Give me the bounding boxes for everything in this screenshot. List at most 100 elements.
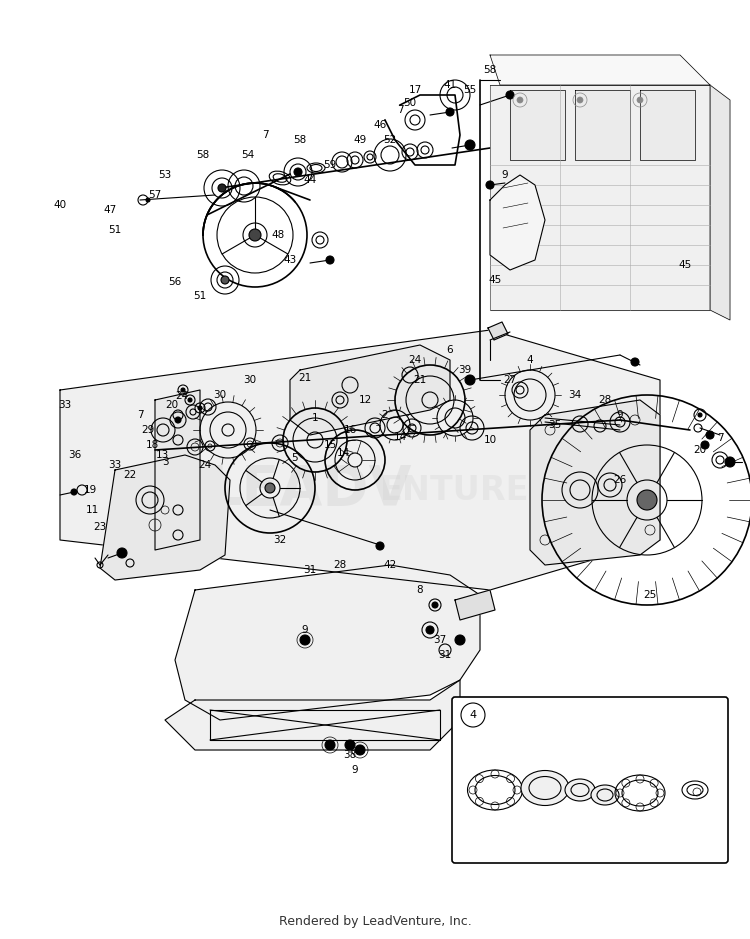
Text: 11: 11 [86, 505, 99, 515]
Polygon shape [490, 85, 710, 310]
Text: 15: 15 [323, 440, 337, 450]
Text: 36: 36 [68, 450, 82, 460]
Circle shape [706, 431, 714, 439]
Text: 43: 43 [284, 255, 296, 265]
Text: 24: 24 [198, 460, 211, 470]
Text: 20: 20 [166, 400, 178, 410]
Text: 19: 19 [83, 485, 97, 495]
Polygon shape [490, 175, 545, 270]
Text: LEADV: LEADV [207, 463, 413, 517]
Circle shape [181, 388, 185, 392]
Text: 7: 7 [397, 105, 404, 115]
Text: 28: 28 [333, 560, 346, 570]
Text: 31: 31 [303, 565, 316, 575]
Circle shape [326, 256, 334, 264]
Polygon shape [530, 400, 660, 565]
Polygon shape [575, 90, 630, 160]
Text: 42: 42 [383, 560, 397, 570]
Circle shape [725, 457, 735, 467]
Text: 7: 7 [136, 410, 143, 420]
Circle shape [198, 406, 202, 410]
Text: 33: 33 [109, 460, 122, 470]
Text: 29: 29 [142, 425, 154, 435]
Circle shape [631, 358, 639, 366]
Polygon shape [60, 330, 660, 590]
Text: 37: 37 [433, 635, 446, 645]
Text: 35: 35 [548, 420, 562, 430]
Circle shape [175, 417, 181, 423]
Text: 40: 40 [53, 200, 67, 210]
Circle shape [117, 548, 127, 558]
Circle shape [506, 91, 514, 99]
Text: 4: 4 [526, 355, 533, 365]
Text: 33: 33 [58, 400, 72, 410]
Text: 23: 23 [94, 522, 106, 532]
Circle shape [465, 375, 475, 385]
Polygon shape [455, 590, 495, 620]
Polygon shape [490, 55, 710, 85]
Text: 54: 54 [242, 150, 254, 160]
Text: 5: 5 [292, 453, 298, 463]
Text: 28: 28 [598, 395, 611, 405]
Text: 51: 51 [194, 291, 207, 301]
Polygon shape [488, 322, 508, 340]
Circle shape [294, 168, 302, 176]
Text: 14: 14 [336, 448, 350, 458]
Text: Rendered by LeadVenture, Inc.: Rendered by LeadVenture, Inc. [278, 915, 471, 928]
Text: 22: 22 [124, 470, 136, 480]
Circle shape [188, 398, 192, 402]
Text: 8: 8 [417, 585, 423, 595]
Text: 9: 9 [616, 410, 623, 420]
Text: 65: 65 [566, 803, 580, 813]
Text: 25: 25 [644, 590, 656, 600]
Circle shape [146, 198, 150, 202]
Polygon shape [710, 85, 730, 320]
Ellipse shape [565, 779, 595, 801]
Text: 26: 26 [614, 475, 626, 485]
Text: 18: 18 [146, 440, 159, 450]
Text: 58: 58 [293, 135, 307, 145]
Text: 30: 30 [214, 390, 226, 400]
Text: 17: 17 [408, 85, 422, 95]
Text: 46: 46 [374, 120, 387, 130]
FancyBboxPatch shape [452, 697, 728, 863]
Text: 61: 61 [542, 805, 554, 815]
Text: 9: 9 [352, 765, 358, 775]
Text: 27: 27 [503, 375, 517, 385]
Text: ENTURE: ENTURE [380, 473, 530, 506]
Text: 30: 30 [244, 375, 256, 385]
Text: 16: 16 [344, 425, 356, 435]
Circle shape [218, 184, 226, 192]
Text: 49: 49 [353, 135, 367, 145]
Circle shape [71, 489, 77, 495]
Text: 9: 9 [502, 170, 509, 180]
Text: 60: 60 [634, 803, 646, 813]
Circle shape [300, 635, 310, 645]
Text: 50: 50 [404, 98, 416, 108]
Circle shape [446, 108, 454, 116]
Text: 21: 21 [298, 373, 311, 383]
Text: 51: 51 [109, 225, 122, 235]
Text: 21: 21 [413, 375, 427, 385]
Circle shape [432, 602, 438, 608]
Circle shape [465, 140, 475, 150]
Text: 55: 55 [464, 85, 476, 95]
Text: 34: 34 [568, 390, 581, 400]
Polygon shape [155, 390, 200, 550]
Text: 14: 14 [393, 432, 406, 442]
Ellipse shape [521, 771, 569, 806]
Circle shape [221, 276, 229, 284]
Text: 38: 38 [344, 750, 356, 760]
Polygon shape [100, 455, 230, 580]
Circle shape [698, 413, 702, 417]
Text: 2: 2 [382, 410, 388, 420]
Polygon shape [510, 90, 565, 160]
Polygon shape [165, 680, 460, 750]
Text: 12: 12 [358, 395, 371, 405]
Text: 32: 32 [273, 535, 286, 545]
Text: 63: 63 [486, 805, 500, 815]
Text: 3: 3 [162, 457, 168, 467]
Text: 1: 1 [312, 413, 318, 423]
Text: 24: 24 [408, 355, 422, 365]
Text: 59: 59 [323, 160, 337, 170]
